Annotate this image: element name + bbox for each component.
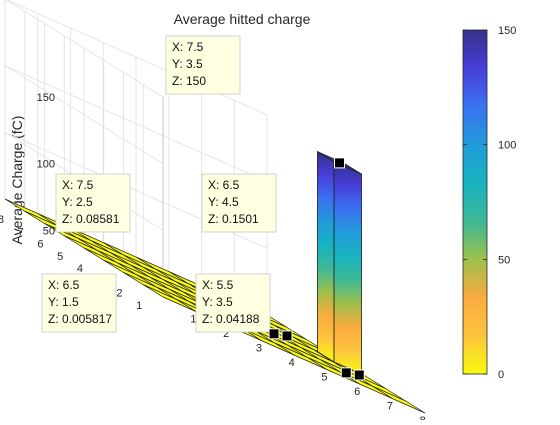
datatip-text: Y: 3.5 <box>172 57 203 71</box>
colorbar-tick-label: 50 <box>498 254 510 266</box>
datatip-text: Z: 0.08581 <box>62 212 120 226</box>
datatip-box <box>165 35 241 95</box>
x-tick-label: 3 <box>256 342 262 354</box>
y-tick-label: 4 <box>77 263 83 275</box>
grid-line <box>4 65 268 183</box>
datatip[interactable]: X: 5.5 Y: 3.5 Z: 0.04188 <box>195 273 280 340</box>
z-axis-label: Average Charge (fC) <box>9 116 25 245</box>
datatip-marker[interactable] <box>340 367 352 379</box>
y-tick-label: 2 <box>116 288 122 300</box>
datatip-text: Y: 2.5 <box>62 195 93 209</box>
x-tick-label: 7 <box>387 400 393 412</box>
y-tick-label: 5 <box>57 251 63 263</box>
colorbar-tick-label: 150 <box>498 25 516 37</box>
z-tick-label: 150 <box>37 92 55 104</box>
datatip-text: Z: 0.005817 <box>48 312 112 326</box>
chart-title: Average hitted charge <box>174 11 311 27</box>
x-tick-label: 1 <box>190 313 196 325</box>
datatip-text: X: 6.5 <box>48 278 80 292</box>
z-tick-label: 50 <box>43 225 55 237</box>
floor-cell <box>143 284 196 312</box>
datatip-box <box>55 173 131 233</box>
datatip-text: Y: 3.5 <box>202 295 233 309</box>
x-tick-label: 8 <box>420 415 426 420</box>
datatip-marker[interactable] <box>268 328 280 340</box>
bar <box>317 150 362 375</box>
bar-side <box>333 161 362 375</box>
y-tick-label: 8 <box>0 214 4 226</box>
datatip[interactable]: X: 7.5 Y: 3.5 Z: 150 <box>165 35 345 169</box>
colorbar-scale <box>462 29 488 375</box>
bar-side <box>317 150 335 363</box>
datatip-text: X: 7.5 <box>62 178 94 192</box>
x-tick-label: 2 <box>223 328 229 340</box>
colorbar-tick-label: 100 <box>498 140 516 152</box>
datatip-text: X: 7.5 <box>172 40 204 54</box>
datatip-box <box>41 273 117 333</box>
datatips-layer: X: 7.5 Y: 3.5 Z: 150 X: 7.5 Y: 2.5 Z: 0.08581… <box>41 35 365 381</box>
datatip-text: Z: 0.1501 <box>208 212 259 226</box>
datatip-box <box>195 273 271 333</box>
datatip-text: Y: 4.5 <box>208 195 239 209</box>
y-tick-label: 1 <box>136 300 142 312</box>
datatip-marker[interactable] <box>281 330 293 342</box>
datatip-marker[interactable] <box>334 157 345 169</box>
bars-layer <box>317 150 362 375</box>
datatip-text: X: 6.5 <box>208 178 240 192</box>
datatip-text: Z: 150 <box>172 74 206 88</box>
z-tick-label: 100 <box>37 159 55 171</box>
datatip-text: Z: 0.04188 <box>202 312 260 326</box>
colorbar: 0 50 100 150 <box>462 25 516 381</box>
x-tick-label: 5 <box>321 371 327 383</box>
floor-cell <box>372 385 426 414</box>
datatip[interactable]: X: 7.5 Y: 2.5 Z: 0.08581 <box>55 173 365 381</box>
datatip-text: X: 5.5 <box>202 278 234 292</box>
datatip[interactable]: X: 6.5 Y: 1.5 Z: 0.005817 <box>41 273 352 379</box>
datatip[interactable]: X: 6.5 Y: 4.5 Z: 0.1501 <box>201 173 293 342</box>
x-tick-label: 6 <box>354 386 360 398</box>
y-tick-label: 7 <box>18 226 24 238</box>
x-tick-label: 4 <box>289 357 295 369</box>
datatip-box <box>201 173 277 233</box>
colorbar-tick-label: 0 <box>498 369 504 381</box>
datatip-text: Y: 1.5 <box>48 295 79 309</box>
y-tick-label: 6 <box>37 239 43 251</box>
datatip-marker[interactable] <box>353 369 365 381</box>
